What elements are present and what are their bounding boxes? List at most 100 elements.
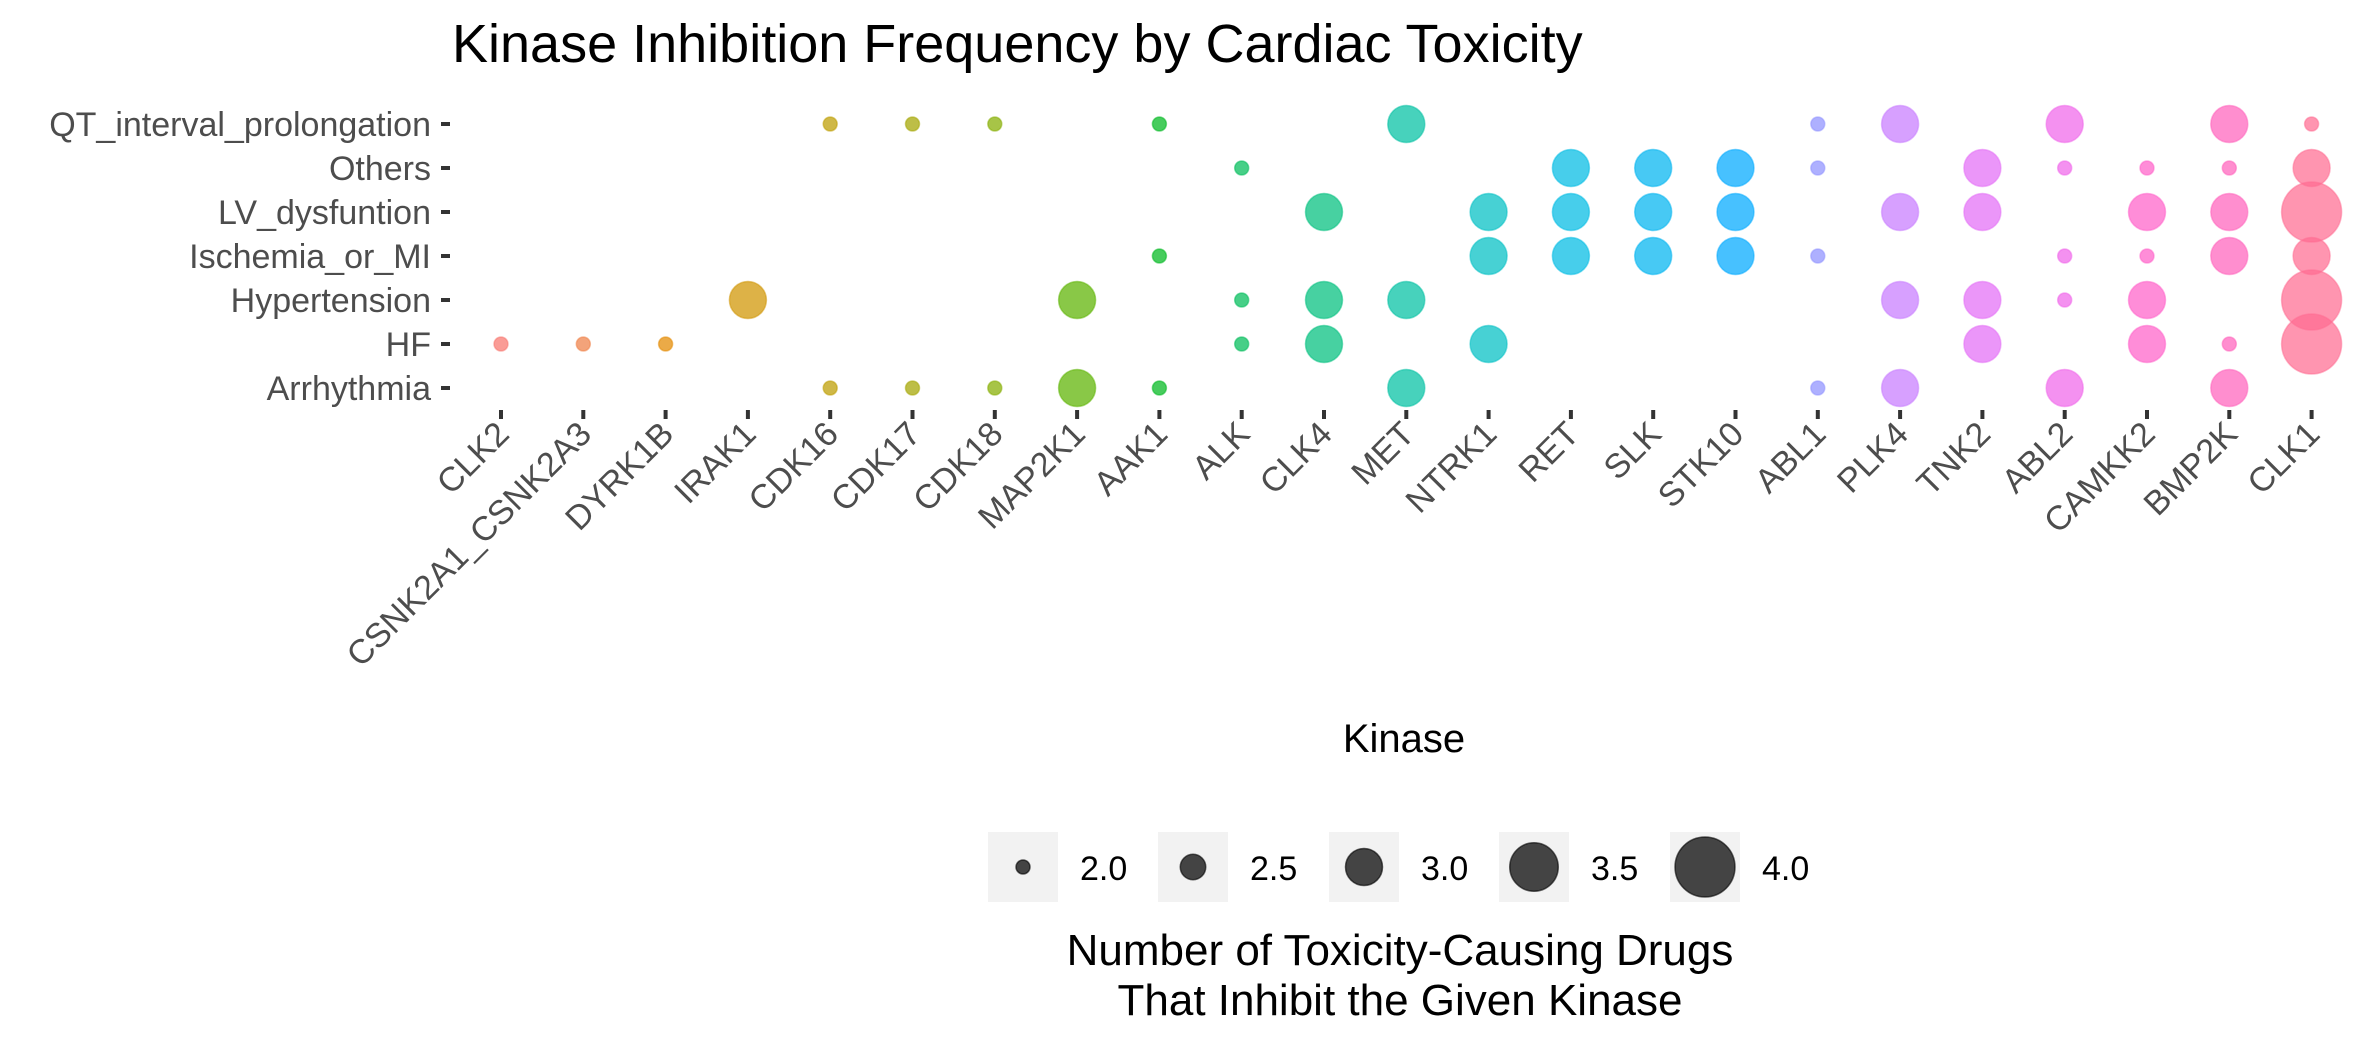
data-point [2139,248,2155,264]
data-point [1963,280,2002,320]
data-point [1963,148,2002,188]
x-tick-label: TNK2 [1910,415,1998,503]
data-point [2210,236,2249,276]
data-point [1469,236,1508,276]
data-point [1469,192,1508,232]
legend-key-label: 3.0 [1421,850,1468,888]
data-point [1304,280,1344,320]
data-point [728,280,768,320]
legend-key-label: 2.5 [1250,850,1297,888]
points-layer [493,104,2343,408]
data-point [2292,236,2331,276]
y-tick-label: Hypertension [231,282,431,320]
data-point [1716,236,1755,276]
size-legend: 2.0 2.5 3.0 3.5 4.0 Number of Toxicity-Causin… [988,832,1809,1025]
data-point [1880,192,1920,232]
legend-title-line: Number of Toxicity-Causing Drugs [1067,926,1734,975]
data-point [2127,324,2167,364]
y-axis: QT_interval_prolongation Others LV_dysfunt… [49,106,450,408]
data-point [2210,368,2249,408]
data-point [2210,192,2249,232]
legend-key-bubble [1674,836,1736,898]
data-point [1880,368,1920,408]
y-tick-label: HF [386,326,431,364]
data-point [1387,104,1426,144]
y-tick-label: Others [329,150,431,188]
x-tick-label: ALK [1185,415,1258,488]
data-point [1151,380,1168,396]
data-point [904,116,921,132]
legend-key-label: 4.0 [1762,850,1809,888]
data-point [1151,248,1168,264]
data-point [1716,148,1755,188]
x-tick-label: CDK17 [824,415,928,519]
data-point [1633,192,1673,232]
data-point [2056,292,2073,308]
data-point [1233,336,1250,352]
chart-title: Kinase Inhibition Frequency by Cardiac T… [452,14,1583,74]
data-point [1963,324,2002,364]
data-point [987,380,1003,396]
data-point [1810,160,1826,176]
data-point [1387,280,1426,320]
data-point [1633,236,1673,276]
data-point [987,116,1003,132]
data-point [1551,148,1591,188]
legend-key-label: 3.5 [1591,850,1638,888]
data-point [2292,148,2331,188]
data-point [1551,192,1591,232]
x-axis: CLK2CSNK2A1_CSNK2A3DYRK1BIRAK1CDK16CDK17… [340,410,2327,674]
legend-key-label: 2.0 [1080,850,1127,888]
data-point [1810,380,1826,396]
data-point [904,380,921,396]
y-tick-label: Ischemia_or_MI [189,238,431,276]
x-axis-title: Kinase [1343,717,1465,761]
data-point [2056,248,2073,264]
x-tick-label: AAK1 [1087,415,1175,503]
data-point [1963,192,2002,232]
legend-key-bubble [1509,842,1559,892]
legend-key-bubble [1015,859,1031,875]
legend-key-bubble [1179,853,1207,881]
data-point [1057,368,1097,408]
x-tick-label: SLK [1597,415,1670,488]
data-point [2127,192,2167,232]
data-point [2045,368,2084,408]
data-point [1633,148,1673,188]
data-point [575,336,592,352]
legend-title-line: That Inhibit the Given Kinase [1118,976,1683,1025]
data-point [2303,116,2320,132]
data-point [1387,368,1426,408]
data-point [1233,292,1250,308]
data-point [2221,160,2238,176]
data-point [1551,236,1591,276]
data-point [1880,280,1920,320]
x-tick-label: PLK4 [1830,415,1916,501]
data-point [1151,116,1168,132]
data-point [493,336,509,352]
x-tick-label: ABL1 [1748,415,1834,501]
data-point [1716,192,1755,232]
y-tick-label: LV_dysfuntion [218,194,431,232]
x-tick-label: BMP2K [2137,415,2246,524]
data-point [1057,280,1097,320]
data-point [2210,104,2249,144]
data-point [822,380,838,396]
legend-key-bubble [1344,847,1384,887]
data-point [2045,104,2084,144]
y-tick-label: Arrhythmia [267,370,431,408]
x-tick-label: STK10 [1651,415,1751,515]
x-tick-label: CLK4 [1253,415,1340,502]
x-tick-label: CLK1 [2240,415,2327,502]
data-point [2280,313,2343,375]
x-tick-label: NTRK1 [1399,415,1505,521]
x-tick-label: RET [1512,415,1587,490]
data-point [2221,336,2238,352]
data-point [2127,280,2167,320]
data-point [1880,104,1920,144]
data-point [1304,324,1344,364]
data-point [657,336,674,352]
y-tick-label: QT_interval_prolongation [49,106,431,144]
x-tick-label: CDK16 [741,415,845,519]
data-point [822,116,838,132]
